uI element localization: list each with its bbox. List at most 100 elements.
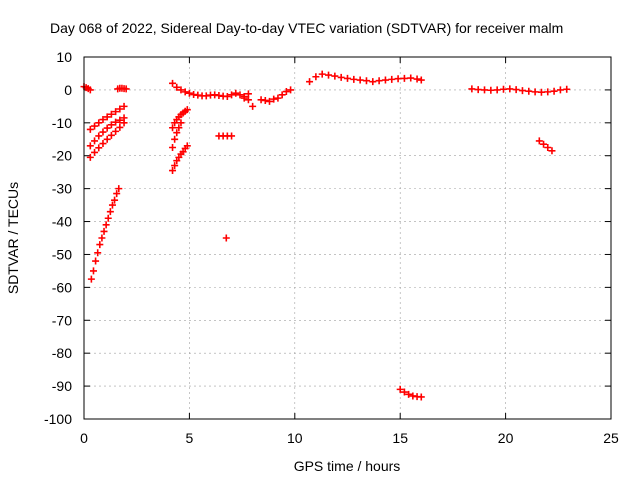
data-point: [122, 85, 130, 93]
series-seg-b: [114, 84, 130, 93]
data-point: [468, 85, 476, 93]
data-point: [171, 162, 179, 170]
series-seg-n: [257, 86, 295, 105]
x-tick-labels: 0 5 10 15 20 25: [80, 430, 619, 446]
data-point: [278, 91, 286, 99]
data-point: [94, 249, 102, 257]
data-point: [89, 267, 97, 275]
data-point: [540, 140, 548, 148]
data-series: [80, 70, 571, 401]
data-point: [100, 227, 108, 235]
data-point: [175, 124, 183, 132]
data-point: [181, 88, 189, 96]
data-point: [106, 208, 114, 216]
data-point: [102, 221, 110, 229]
data-point: [99, 140, 107, 148]
data-point: [417, 393, 425, 401]
data-point: [228, 91, 236, 99]
data-point: [120, 119, 128, 127]
data-point: [173, 129, 181, 137]
x-tick-label: 15: [392, 430, 408, 446]
data-point: [244, 96, 252, 104]
data-point: [107, 121, 115, 129]
series-seg-e: [86, 119, 128, 161]
data-point: [563, 85, 571, 93]
data-point: [169, 144, 177, 151]
data-point: [325, 71, 333, 79]
y-tick-label: 10: [56, 49, 72, 65]
plot-area-frame: [83, 56, 612, 420]
series-seg-r: [535, 137, 556, 155]
data-point: [96, 241, 104, 249]
data-point: [104, 214, 112, 222]
data-point: [232, 89, 240, 97]
data-point: [236, 91, 244, 99]
data-point: [388, 75, 396, 83]
grid-lines: [84, 57, 611, 419]
series-seg-i: [169, 142, 191, 175]
x-axis-label: GPS time / hours: [294, 458, 401, 474]
data-point: [103, 124, 111, 132]
data-point: [183, 106, 191, 114]
data-point: [394, 75, 402, 83]
data-point: [337, 73, 345, 81]
data-point: [112, 108, 120, 116]
data-point: [116, 105, 124, 113]
data-point: [222, 234, 230, 242]
data-point: [493, 86, 501, 94]
data-point: [287, 86, 295, 94]
y-tick-label: -20: [52, 148, 72, 164]
data-point: [95, 144, 103, 152]
data-point: [356, 76, 364, 84]
series-seg-q: [468, 85, 571, 96]
data-point: [556, 86, 564, 94]
data-point: [183, 142, 191, 150]
axis-ticks: [83, 56, 612, 420]
data-point: [86, 125, 94, 133]
data-point: [95, 119, 103, 127]
data-point: [282, 88, 290, 96]
data-point: [112, 118, 120, 126]
data-point: [108, 201, 116, 209]
data-point: [499, 85, 507, 93]
data-point: [103, 135, 111, 143]
data-point: [481, 86, 489, 94]
data-point: [544, 144, 552, 151]
data-point: [396, 385, 404, 393]
series-seg-m: [240, 94, 257, 110]
data-point: [91, 148, 99, 156]
data-point: [103, 113, 111, 121]
data-point: [91, 137, 99, 145]
data-point: [548, 147, 556, 155]
data-point: [274, 94, 282, 102]
data-point: [407, 74, 415, 82]
series-seg-j: [169, 79, 252, 100]
data-point: [350, 75, 358, 83]
data-point: [413, 75, 421, 83]
data-point: [249, 102, 257, 110]
x-tick-label: 10: [287, 430, 303, 446]
series-seg-f: [87, 185, 123, 283]
data-point: [223, 92, 231, 100]
y-axis-label: SDTVAR / TECUs: [5, 182, 21, 294]
data-point: [86, 86, 94, 94]
data-point: [375, 77, 383, 85]
y-tick-label: -70: [52, 312, 72, 328]
series-seg-c: [86, 102, 128, 133]
data-point: [115, 185, 123, 193]
y-tick-label: -100: [44, 411, 72, 427]
data-point: [98, 234, 106, 242]
data-point: [95, 132, 103, 140]
data-point: [92, 257, 100, 265]
data-point: [120, 102, 128, 110]
data-point: [107, 110, 115, 118]
data-point: [344, 74, 351, 82]
x-tick-label: 25: [603, 430, 619, 446]
data-point: [306, 78, 314, 86]
data-point: [169, 124, 177, 132]
data-point: [107, 131, 115, 139]
data-point: [261, 96, 269, 104]
data-point: [331, 72, 339, 80]
data-point: [177, 86, 185, 94]
data-point: [535, 137, 543, 145]
